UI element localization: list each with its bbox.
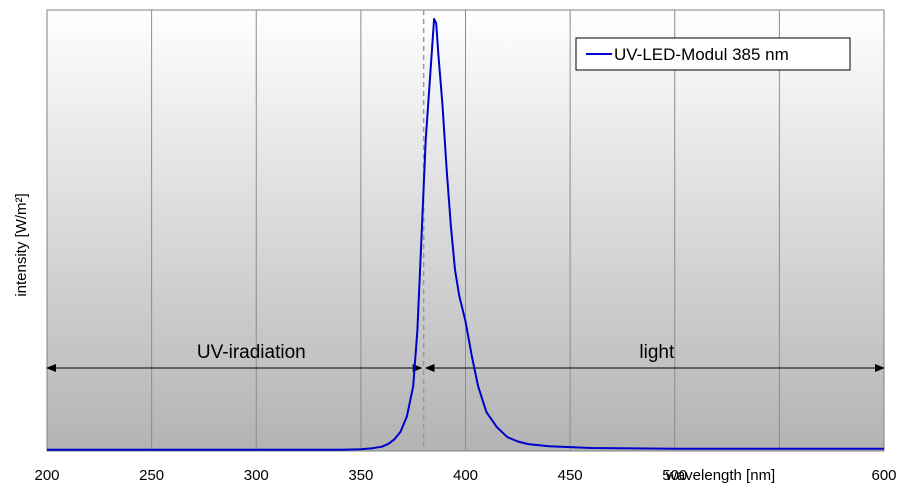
annotation-layer: UV-iradiation light: [46, 342, 885, 372]
x-axis-label: wavelength [nm]: [665, 467, 775, 484]
grid-layer: [151, 10, 780, 451]
x-tick-label: 450: [558, 467, 583, 484]
x-tick-label: 600: [871, 467, 896, 484]
x-tick-label: 400: [453, 467, 478, 484]
legend: UV-LED-Modul 385 nm: [575, 37, 851, 71]
x-tick-label: 250: [139, 467, 164, 484]
legend-label: UV-LED-Modul 385 nm: [614, 45, 789, 64]
x-tick-label: 500: [662, 467, 687, 484]
x-tick-label: 200: [34, 467, 59, 484]
series-layer: [47, 18, 884, 451]
annotation-label: UV-iradiation: [197, 342, 306, 363]
legend-box: [575, 37, 851, 71]
series-line-uv-led: [47, 18, 884, 451]
x-tick-labels: 200 250 300 350 400 450 500 600: [34, 467, 896, 484]
y-axis-label: intensity [W/m²]: [13, 193, 30, 296]
x-tick-label: 300: [244, 467, 269, 484]
annotation-label: light: [639, 342, 675, 363]
x-tick-label: 350: [348, 467, 373, 484]
